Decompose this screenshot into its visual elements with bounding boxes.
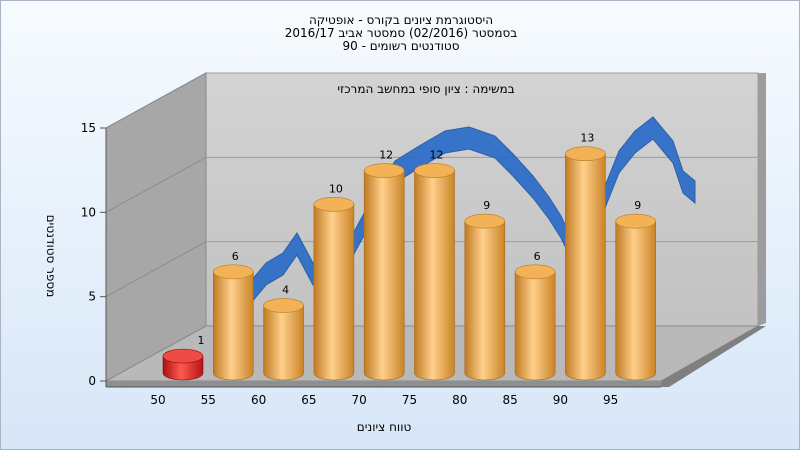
x-tick-label: 85 — [502, 393, 517, 407]
bar — [514, 264, 556, 381]
bar-body — [414, 170, 455, 381]
bar-top — [213, 264, 254, 280]
bar-value-label: 13 — [580, 132, 594, 145]
x-tick-label: 55 — [201, 393, 216, 407]
bar-body — [464, 220, 506, 381]
bar-body — [263, 305, 304, 381]
bar — [615, 213, 657, 381]
bar — [162, 348, 204, 381]
bar-value-label: 6 — [232, 250, 239, 263]
bar-body — [565, 153, 606, 381]
x-tick-label: 80 — [452, 393, 467, 407]
bar — [263, 298, 304, 381]
bar — [565, 146, 606, 381]
x-tick-label: 50 — [150, 393, 165, 407]
x-tick-label: 60 — [251, 393, 266, 407]
right-wall-edge — [758, 73, 766, 326]
y-tick-label: 15 — [81, 121, 96, 135]
data-labels: 1 6 4 10 12 12 9 6 13 9 — [198, 132, 642, 347]
bar — [414, 163, 455, 381]
x-tick-label: 70 — [352, 393, 367, 407]
bar-value-label: 9 — [483, 199, 490, 212]
gridline-left — [105, 156, 207, 213]
bar — [464, 213, 506, 381]
bar-top — [313, 197, 355, 212]
x-tick-label: 75 — [402, 393, 417, 407]
bar-value-label: 10 — [329, 182, 343, 195]
bar-value-label: 9 — [634, 199, 641, 212]
bar-top — [514, 264, 556, 280]
bar-value-label: 12 — [430, 149, 444, 162]
chart-subtitle-semester: בסמסטר (02/2016) סמסטר אביב 2016/17 — [284, 26, 518, 40]
y-axis-label: מספר סטודנטים — [44, 215, 58, 298]
bar-value-label: 4 — [282, 284, 289, 297]
bar-top — [363, 163, 405, 178]
bar-value-label: 6 — [534, 250, 541, 263]
x-tick-label: 95 — [603, 393, 618, 407]
x-axis-label: טווח ציונים — [357, 420, 412, 434]
bar — [213, 264, 254, 381]
gridline-left — [105, 72, 207, 129]
bar-value-label: 12 — [379, 149, 393, 162]
floor-front-edge — [106, 381, 661, 387]
gridline-left — [105, 241, 207, 298]
x-tick-labels: 50 55 60 65 70 75 80 85 90 95 — [150, 393, 618, 407]
bar-top — [464, 213, 506, 229]
bar-top — [615, 213, 657, 229]
chart-title: היסטוגרמת ציונים בקורס - אופטיקה — [308, 13, 494, 27]
bar-body — [213, 271, 254, 381]
y-tick-label: 0 — [88, 374, 96, 388]
bar-top — [565, 146, 606, 162]
x-tick-label: 90 — [553, 393, 568, 407]
bars — [162, 146, 657, 381]
y-tick-label: 5 — [88, 290, 96, 304]
bar — [313, 197, 355, 381]
bar-body — [514, 271, 556, 381]
y-tick-label: 10 — [81, 205, 96, 219]
bar-body — [615, 220, 656, 381]
bar-top — [162, 348, 204, 364]
x-tick-label: 65 — [301, 393, 316, 407]
bar-value-label: 1 — [198, 334, 205, 347]
inner-series-label: במשימה : ציון סופי במחשב המרכזי — [337, 82, 514, 96]
chart-subtitle-registered: סטודנטים רשומים - 90 — [342, 39, 460, 53]
bar-body — [313, 204, 355, 381]
bar-top — [414, 163, 455, 178]
floor-right-edge — [661, 326, 766, 387]
bar-body — [363, 170, 405, 381]
y-tick-labels: 0 5 10 15 — [81, 121, 106, 388]
bar — [363, 163, 405, 381]
bar-top — [263, 298, 304, 313]
